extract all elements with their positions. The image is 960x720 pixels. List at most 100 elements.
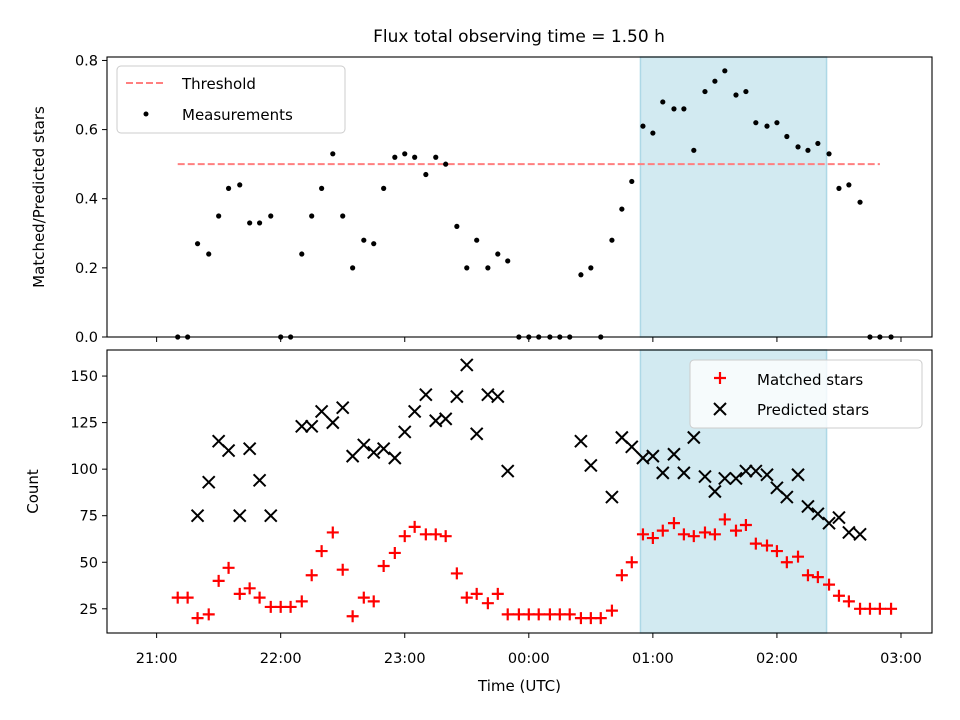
measurement-point [857, 199, 863, 205]
predicted-star-point [345, 449, 360, 463]
top-axes-frame [106, 56, 933, 338]
x-tick-label: 03:00 [880, 651, 922, 667]
measurement-point [474, 237, 480, 243]
matched-star-point [823, 578, 836, 591]
matched-stars-points [171, 513, 898, 625]
predicted-star-point [190, 508, 205, 523]
matched-star-point [792, 550, 805, 563]
predicted-stars-points [190, 358, 867, 542]
y-tick-label: 50 [80, 555, 98, 571]
top-axes: 0.00.20.40.60.8 Matched/Predicted stars … [30, 53, 933, 346]
matched-star-point [761, 539, 773, 552]
matched-star-point [770, 545, 783, 558]
predicted-star-point [460, 358, 474, 372]
matched-star-point [357, 591, 370, 604]
matched-star-point [305, 569, 318, 582]
matched-star-point [439, 530, 452, 543]
matched-star-point [636, 528, 649, 541]
matched-star-point [739, 519, 752, 532]
measurement-point [836, 185, 842, 191]
measurement-point [753, 120, 759, 126]
measurement-point [650, 130, 656, 136]
matched-star-point [481, 597, 494, 610]
y-tick-label: 150 [70, 369, 98, 385]
y-tick-label: 75 [80, 509, 98, 525]
measurement-point [237, 182, 243, 188]
measurement-point [681, 106, 687, 112]
y-tick-label: 0.8 [75, 53, 98, 69]
predicted-star-point [233, 508, 247, 523]
matched-star-point [181, 591, 194, 604]
measurement-point [392, 154, 398, 160]
predicted-star-point [667, 447, 681, 461]
predicted-star-point [801, 499, 815, 514]
predicted-star-point [574, 434, 588, 448]
predicted-star-point [811, 507, 825, 521]
matched-star-point [326, 526, 339, 539]
y-tick-label: 0.2 [75, 261, 98, 277]
matched-star-point [222, 561, 235, 574]
matched-star-point [646, 532, 659, 545]
predicted-star-point [314, 404, 329, 419]
matched-star-point [346, 610, 359, 623]
predicted-star-point [264, 508, 278, 523]
bottom-y-axis-label: Count [24, 469, 42, 514]
legend-predicted-swatch [713, 402, 727, 416]
matched-star-point [470, 587, 483, 600]
matched-star-point [885, 602, 898, 615]
matched-star-point [832, 589, 845, 602]
matched-star-point [842, 595, 855, 608]
y-tick-label: 0.4 [75, 192, 98, 208]
measurement-point [206, 251, 212, 257]
matched-star-point [202, 608, 215, 621]
predicted-star-point [419, 387, 433, 402]
measurement-point [795, 144, 801, 150]
predicted-star-point [739, 464, 753, 478]
matched-star-point [563, 608, 576, 621]
measurement-points [175, 68, 894, 340]
matched-star-point [253, 591, 266, 604]
x-tick-label: 02:00 [756, 651, 798, 667]
measurement-point [225, 185, 232, 191]
x-axis-label: Time (UTC) [477, 677, 561, 695]
measurement-point [371, 241, 377, 247]
measurement-point [619, 206, 625, 212]
predicted-star-point [656, 466, 670, 480]
measurement-point [702, 88, 708, 95]
matched-star-point [532, 608, 545, 621]
measurement-point [640, 123, 646, 129]
matched-star-point [501, 608, 514, 621]
measurement-point [330, 151, 336, 157]
x-tick-label: 01:00 [632, 651, 674, 667]
matched-star-point [698, 526, 711, 539]
measurement-point [319, 185, 325, 191]
measurement-point [340, 213, 346, 219]
matched-star-point [284, 600, 297, 613]
matched-star-point [873, 602, 886, 615]
matched-star-point [667, 517, 680, 530]
matched-star-point [429, 528, 442, 541]
measurement-point [485, 265, 491, 271]
measurement-point [423, 171, 429, 178]
measurement-point [743, 88, 749, 95]
measurement-point [846, 182, 852, 188]
bottom-axes-frame [106, 349, 933, 634]
matched-star-point [687, 530, 700, 543]
bottom-legend: Matched stars Predicted stars [689, 359, 923, 429]
matched-star-point [233, 587, 246, 600]
predicted-star-point [749, 464, 763, 478]
measurement-point [402, 151, 408, 157]
predicted-star-point [791, 468, 805, 482]
predicted-star-point [780, 490, 794, 504]
y-tick-label: 25 [80, 602, 98, 618]
top-legend-box [116, 65, 346, 134]
measurement-point [443, 161, 449, 167]
predicted-star-point [605, 490, 619, 504]
predicted-star-point [469, 427, 484, 441]
measurement-point [361, 237, 367, 243]
matched-star-point [749, 537, 762, 550]
matched-star-point [243, 582, 256, 595]
bottom-y-ticks: 25 50 75 100 125 150 [70, 369, 107, 618]
predicted-star-point [202, 475, 216, 489]
